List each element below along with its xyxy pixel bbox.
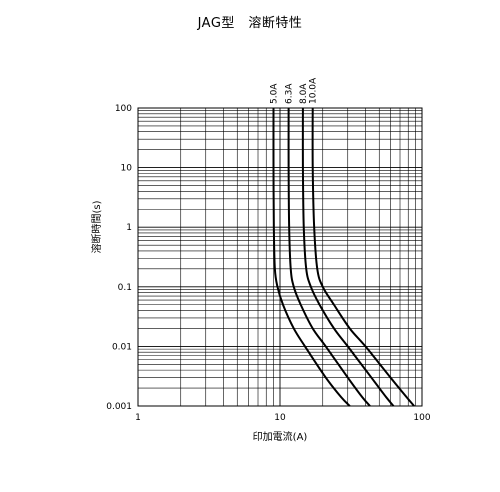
x-tick-label: 1: [135, 413, 141, 423]
y-tick-label: 1: [126, 223, 132, 233]
series-curve: [287, 107, 371, 407]
grid: [138, 108, 422, 406]
y-tick-label: 0.001: [106, 402, 132, 412]
x-axis-label: 印加電流(A): [253, 430, 308, 443]
series-curve: [301, 107, 395, 407]
series-label: 5.0A: [270, 83, 280, 104]
y-axis-label: 溶断時間(s): [90, 200, 103, 253]
series-curve: [272, 107, 351, 407]
series-label: 10.0A: [309, 77, 319, 104]
series-curves: 5.0A 6.3A 8.0A 10.0A: [270, 77, 415, 407]
y-tick-label: 0.1: [118, 283, 132, 293]
tick-labels: 1 10 100 100 10 1 0.1 0.01 0.001: [106, 104, 431, 423]
x-tick-label: 10: [274, 413, 286, 423]
chart-title: JAG型 溶断特性: [197, 16, 303, 31]
series-label: 8.0A: [299, 83, 309, 104]
y-tick-label: 100: [115, 104, 132, 114]
y-tick-label: 0.01: [112, 342, 132, 352]
y-tick-label: 10: [121, 164, 133, 174]
plot-frame: [137, 107, 423, 407]
x-tick-label: 100: [413, 413, 430, 423]
series-label: 6.3A: [285, 83, 295, 104]
series-curve: [311, 107, 415, 407]
